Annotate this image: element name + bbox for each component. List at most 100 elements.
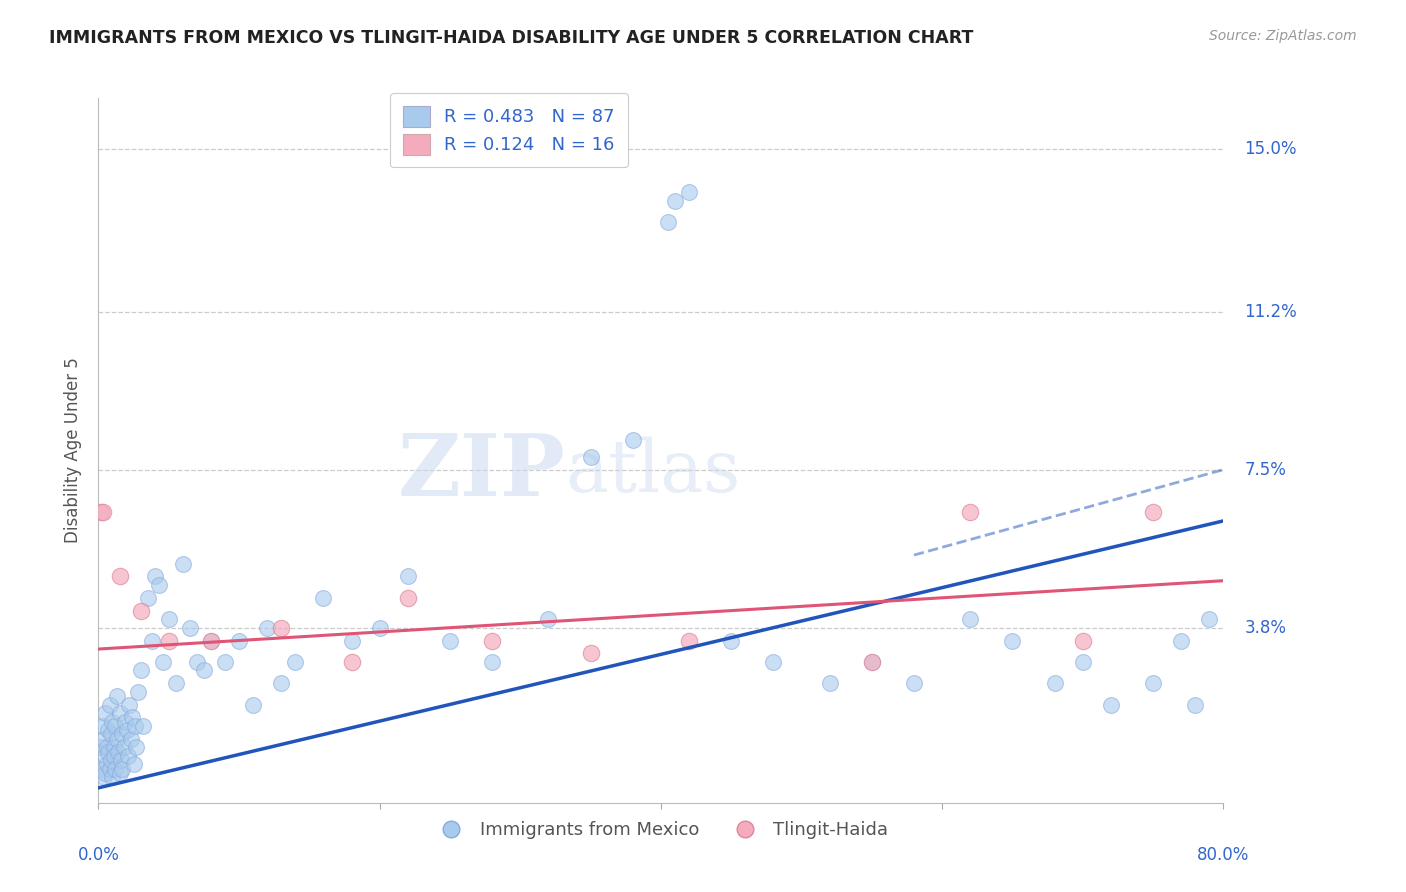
Point xyxy=(186,655,208,669)
Point xyxy=(118,698,141,712)
Point xyxy=(97,745,120,759)
Point xyxy=(98,698,121,712)
Point xyxy=(110,753,132,767)
Text: 80.0%: 80.0% xyxy=(1197,846,1250,863)
Point xyxy=(91,719,114,733)
Text: 11.2%: 11.2% xyxy=(1244,302,1298,320)
Point xyxy=(121,710,143,724)
Text: Source: ZipAtlas.com: Source: ZipAtlas.com xyxy=(1209,29,1357,43)
Point xyxy=(860,655,883,669)
Point xyxy=(125,740,148,755)
Point xyxy=(94,706,117,720)
Text: 0.0%: 0.0% xyxy=(77,846,120,863)
Point xyxy=(172,557,194,571)
Text: 7.5%: 7.5% xyxy=(1244,460,1286,479)
Point xyxy=(94,748,117,763)
Point xyxy=(579,450,602,464)
Point xyxy=(103,748,125,763)
Point xyxy=(1043,676,1066,690)
Point xyxy=(152,655,174,669)
Point xyxy=(214,655,236,669)
Point xyxy=(129,604,152,618)
Point xyxy=(96,757,118,772)
Point xyxy=(678,633,700,648)
Point xyxy=(1142,676,1164,690)
Point xyxy=(959,612,981,626)
Point xyxy=(1170,633,1192,648)
Point xyxy=(396,569,419,583)
Point xyxy=(157,633,180,648)
Point xyxy=(93,731,115,746)
Point xyxy=(111,727,134,741)
Point xyxy=(90,740,112,755)
Point xyxy=(1184,698,1206,712)
Point xyxy=(114,714,136,729)
Point xyxy=(959,505,981,519)
Point xyxy=(678,185,700,199)
Point xyxy=(193,664,215,678)
Point xyxy=(340,655,363,669)
Point xyxy=(439,633,461,648)
Point xyxy=(107,745,129,759)
Point xyxy=(179,621,201,635)
Point xyxy=(1071,633,1094,648)
Point xyxy=(312,591,335,605)
Point xyxy=(1099,698,1122,712)
Point xyxy=(111,762,134,776)
Point xyxy=(720,633,742,648)
Point xyxy=(242,698,264,712)
Point xyxy=(108,706,131,720)
Text: 3.8%: 3.8% xyxy=(1244,619,1286,637)
Point xyxy=(104,762,127,776)
Point xyxy=(103,740,125,755)
Point xyxy=(860,655,883,669)
Point xyxy=(104,719,127,733)
Point xyxy=(165,676,187,690)
Point xyxy=(105,731,128,746)
Point xyxy=(122,757,145,772)
Text: 15.0%: 15.0% xyxy=(1244,140,1296,159)
Point xyxy=(396,591,419,605)
Point xyxy=(143,569,166,583)
Point xyxy=(621,433,644,447)
Point xyxy=(368,621,391,635)
Point xyxy=(112,740,135,755)
Point xyxy=(1001,633,1024,648)
Point xyxy=(228,633,250,648)
Point xyxy=(481,633,503,648)
Point xyxy=(101,714,124,729)
Legend: Immigrants from Mexico, Tlingit-Haida: Immigrants from Mexico, Tlingit-Haida xyxy=(426,814,896,847)
Point xyxy=(1071,655,1094,669)
Point xyxy=(270,676,292,690)
Point xyxy=(664,194,686,208)
Point xyxy=(284,655,307,669)
Point xyxy=(818,676,841,690)
Point xyxy=(762,655,785,669)
Text: IMMIGRANTS FROM MEXICO VS TLINGIT-HAIDA DISABILITY AGE UNDER 5 CORRELATION CHART: IMMIGRANTS FROM MEXICO VS TLINGIT-HAIDA … xyxy=(49,29,973,46)
Point xyxy=(903,676,925,690)
Point xyxy=(100,727,122,741)
Point xyxy=(270,621,292,635)
Point xyxy=(157,612,180,626)
Point xyxy=(124,719,146,733)
Point xyxy=(91,505,114,519)
Text: ZIP: ZIP xyxy=(398,430,565,514)
Point xyxy=(93,770,115,784)
Point xyxy=(256,621,278,635)
Point xyxy=(141,633,163,648)
Point xyxy=(1142,505,1164,519)
Point xyxy=(1198,612,1220,626)
Point xyxy=(129,664,152,678)
Point xyxy=(98,762,121,776)
Point xyxy=(108,569,131,583)
Point xyxy=(101,770,124,784)
Point xyxy=(117,748,139,763)
Y-axis label: Disability Age Under 5: Disability Age Under 5 xyxy=(63,358,82,543)
Point xyxy=(105,689,128,703)
Point xyxy=(127,685,149,699)
Point xyxy=(481,655,503,669)
Point xyxy=(200,633,222,648)
Point xyxy=(200,633,222,648)
Point xyxy=(94,765,117,780)
Point xyxy=(115,723,138,738)
